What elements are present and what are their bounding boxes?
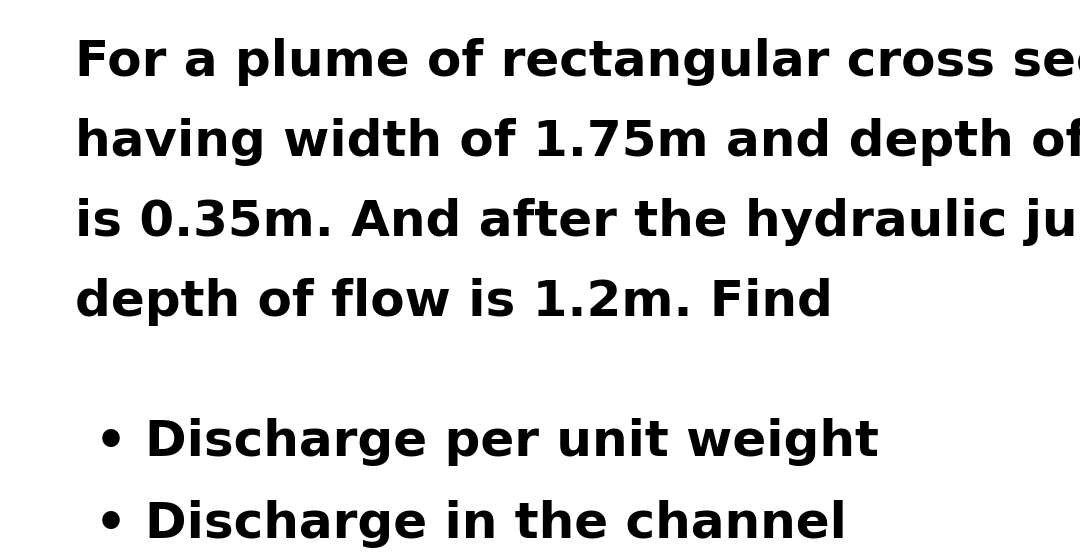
Text: is 0.35m. And after the hydraulic jump: is 0.35m. And after the hydraulic jump xyxy=(75,198,1080,246)
Text: For a plume of rectangular cross section: For a plume of rectangular cross section xyxy=(75,38,1080,86)
Text: Discharge per unit weight: Discharge per unit weight xyxy=(145,418,879,466)
Text: Discharge in the channel: Discharge in the channel xyxy=(145,500,847,548)
Text: having width of 1.75m and depth of flow: having width of 1.75m and depth of flow xyxy=(75,118,1080,166)
Text: depth of flow is 1.2m. Find: depth of flow is 1.2m. Find xyxy=(75,278,833,326)
Text: •: • xyxy=(95,500,127,548)
Text: •: • xyxy=(95,418,127,466)
